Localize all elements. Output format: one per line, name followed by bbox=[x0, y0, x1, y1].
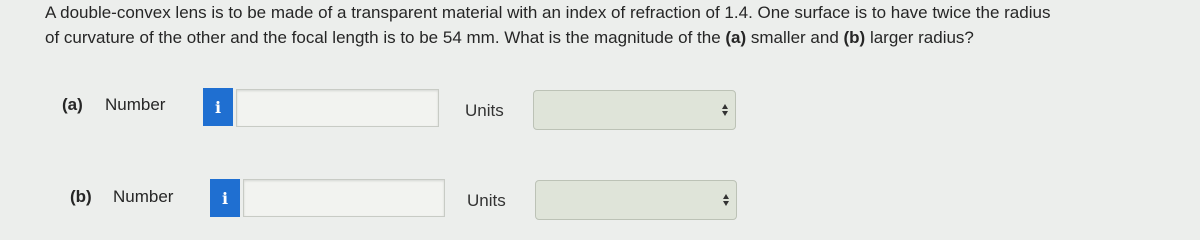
units-label: Units bbox=[467, 191, 506, 210]
units-select[interactable] bbox=[535, 180, 737, 220]
units-select[interactable] bbox=[533, 90, 736, 130]
number-input[interactable] bbox=[236, 89, 439, 127]
info-button[interactable]: i bbox=[203, 88, 233, 126]
part-tag: (b) bbox=[70, 187, 92, 206]
question-part: (a) bbox=[725, 28, 747, 47]
question-line: A double-convex lens is to be made of a … bbox=[45, 3, 1051, 22]
info-button[interactable]: i bbox=[210, 179, 240, 217]
question-line: of curvature of the other and the focal … bbox=[45, 28, 974, 48]
question-part: (b) bbox=[843, 28, 866, 47]
part-tag: (a) bbox=[62, 95, 83, 114]
question-text: smaller and bbox=[746, 28, 844, 47]
part-label: Number bbox=[113, 187, 174, 206]
select-arrows bbox=[723, 194, 729, 206]
select-arrows bbox=[722, 104, 728, 116]
question-text: larger radius? bbox=[865, 28, 974, 47]
number-input[interactable] bbox=[243, 179, 445, 217]
part-label: Number bbox=[105, 95, 166, 114]
units-label: Units bbox=[465, 101, 504, 120]
page: {"question": {"line1": "A double-convex … bbox=[45, 3, 1051, 220]
question-text: of curvature of the other and the focal … bbox=[45, 28, 726, 47]
